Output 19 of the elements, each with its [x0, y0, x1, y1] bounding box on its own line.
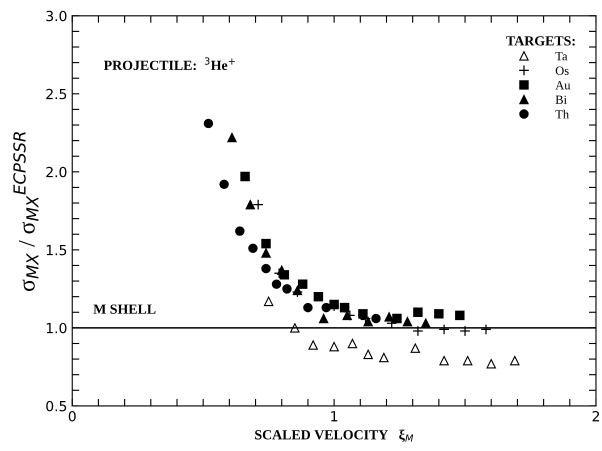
x-tick-label: 1 — [331, 411, 338, 422]
annotation: PROJECTILE: $^{3}$He$^{+}$ — [104, 57, 235, 70]
legend-label: Os — [556, 66, 569, 75]
y-tick-label: 1.5 — [46, 245, 66, 256]
y-tick-label: 1.0 — [46, 322, 66, 334]
legend-label: Bi — [556, 96, 567, 104]
y-tick-label: 2.0 — [46, 166, 66, 178]
y-tick-label: 3.0 — [46, 10, 66, 22]
legend-label: Au — [555, 81, 570, 90]
x-axis-title: SCALED VELOCITY ξ$_{M}$ — [255, 430, 414, 442]
legend-title: TARGETS: — [506, 36, 575, 46]
y-tick-label: 0.5 — [46, 400, 66, 412]
annotation: M SHELL — [93, 304, 156, 314]
legend-label: Th — [555, 110, 569, 118]
x-tick-label: 0 — [68, 411, 76, 422]
x-tick-label: 2 — [592, 411, 600, 422]
y-axis-title: σ$_{MX}$ / σ$_{MX}$$^{ECPSSR}$ — [13, 132, 38, 292]
legend-label: Ta — [555, 52, 568, 60]
y-tick-label: 2.5 — [46, 88, 66, 100]
